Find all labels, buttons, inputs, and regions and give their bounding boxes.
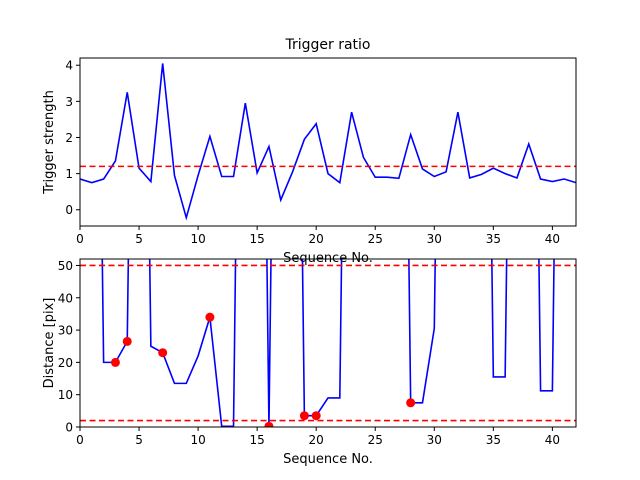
x-tick-label-5: 25 — [368, 232, 383, 246]
x-tick-label-6: 30 — [427, 232, 442, 246]
data-point-2 — [158, 348, 168, 358]
y-tick-label-5: 50 — [58, 259, 73, 273]
axes-frame — [79, 258, 577, 428]
y-tick-label-3: 3 — [65, 95, 73, 109]
data-point-5 — [299, 411, 309, 421]
x-tick-label-3: 15 — [250, 232, 265, 246]
y-tick-label-1: 10 — [58, 388, 73, 402]
data-point-4 — [264, 421, 274, 427]
x-tick-label-7: 35 — [486, 232, 501, 246]
data-point-6 — [311, 411, 321, 421]
x-tick-label-1: 5 — [135, 232, 143, 246]
y-tick-label-4: 4 — [65, 59, 73, 73]
y-tick-label-3: 30 — [58, 324, 73, 338]
x-tick-label-8: 40 — [545, 232, 560, 246]
y-axis-label: Distance [pix] — [42, 298, 57, 389]
data-point-3 — [205, 312, 215, 322]
x-tick-label-6: 30 — [427, 433, 442, 447]
data-point-1 — [122, 336, 132, 346]
x-tick-label-0: 0 — [76, 232, 84, 246]
series-line-0 — [80, 63, 576, 221]
plot-area — [80, 259, 576, 427]
x-tick-label-0: 0 — [76, 433, 84, 447]
axes-frame — [79, 57, 577, 227]
x-tick-label-1: 5 — [135, 433, 143, 447]
x-axis-label: Sequence No. — [283, 452, 373, 467]
y-tick-label-4: 40 — [58, 291, 73, 305]
y-tick-label-1: 1 — [65, 167, 73, 181]
data-point-0 — [110, 357, 120, 367]
x-tick-label-8: 40 — [545, 433, 560, 447]
x-tick-label-2: 10 — [190, 232, 205, 246]
y-axis-label: Trigger strength — [42, 90, 57, 195]
chart-title: Trigger ratio — [284, 37, 370, 53]
y-tick-label-2: 20 — [58, 356, 73, 370]
x-tick-label-5: 25 — [368, 433, 383, 447]
distance-panel: 0 5 10 15 20 25 30 35 40 0 10 20 30 40 50 Sequence No. D… — [42, 258, 577, 467]
data-point-7 — [406, 398, 416, 408]
y-tick-label-2: 2 — [65, 131, 73, 145]
y-tick-label-0: 0 — [65, 421, 73, 435]
x-tick-label-4: 20 — [309, 433, 324, 447]
x-tick-label-3: 15 — [250, 433, 265, 447]
x-tick-label-7: 35 — [486, 433, 501, 447]
x-tick-label-2: 10 — [190, 433, 205, 447]
y-tick-label-0: 0 — [65, 203, 73, 217]
plot-area — [80, 63, 576, 221]
x-tick-label-4: 20 — [309, 232, 324, 246]
